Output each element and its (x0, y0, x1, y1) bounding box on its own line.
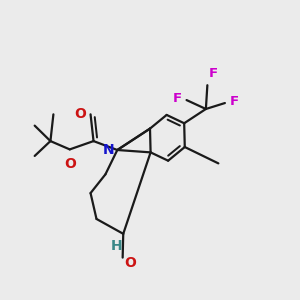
Text: F: F (230, 95, 238, 108)
Text: O: O (124, 256, 136, 270)
Text: F: F (209, 67, 218, 80)
Text: H: H (111, 239, 123, 253)
Text: O: O (64, 157, 76, 171)
Text: O: O (74, 107, 86, 121)
Text: F: F (173, 92, 182, 105)
Text: N: N (103, 143, 114, 157)
